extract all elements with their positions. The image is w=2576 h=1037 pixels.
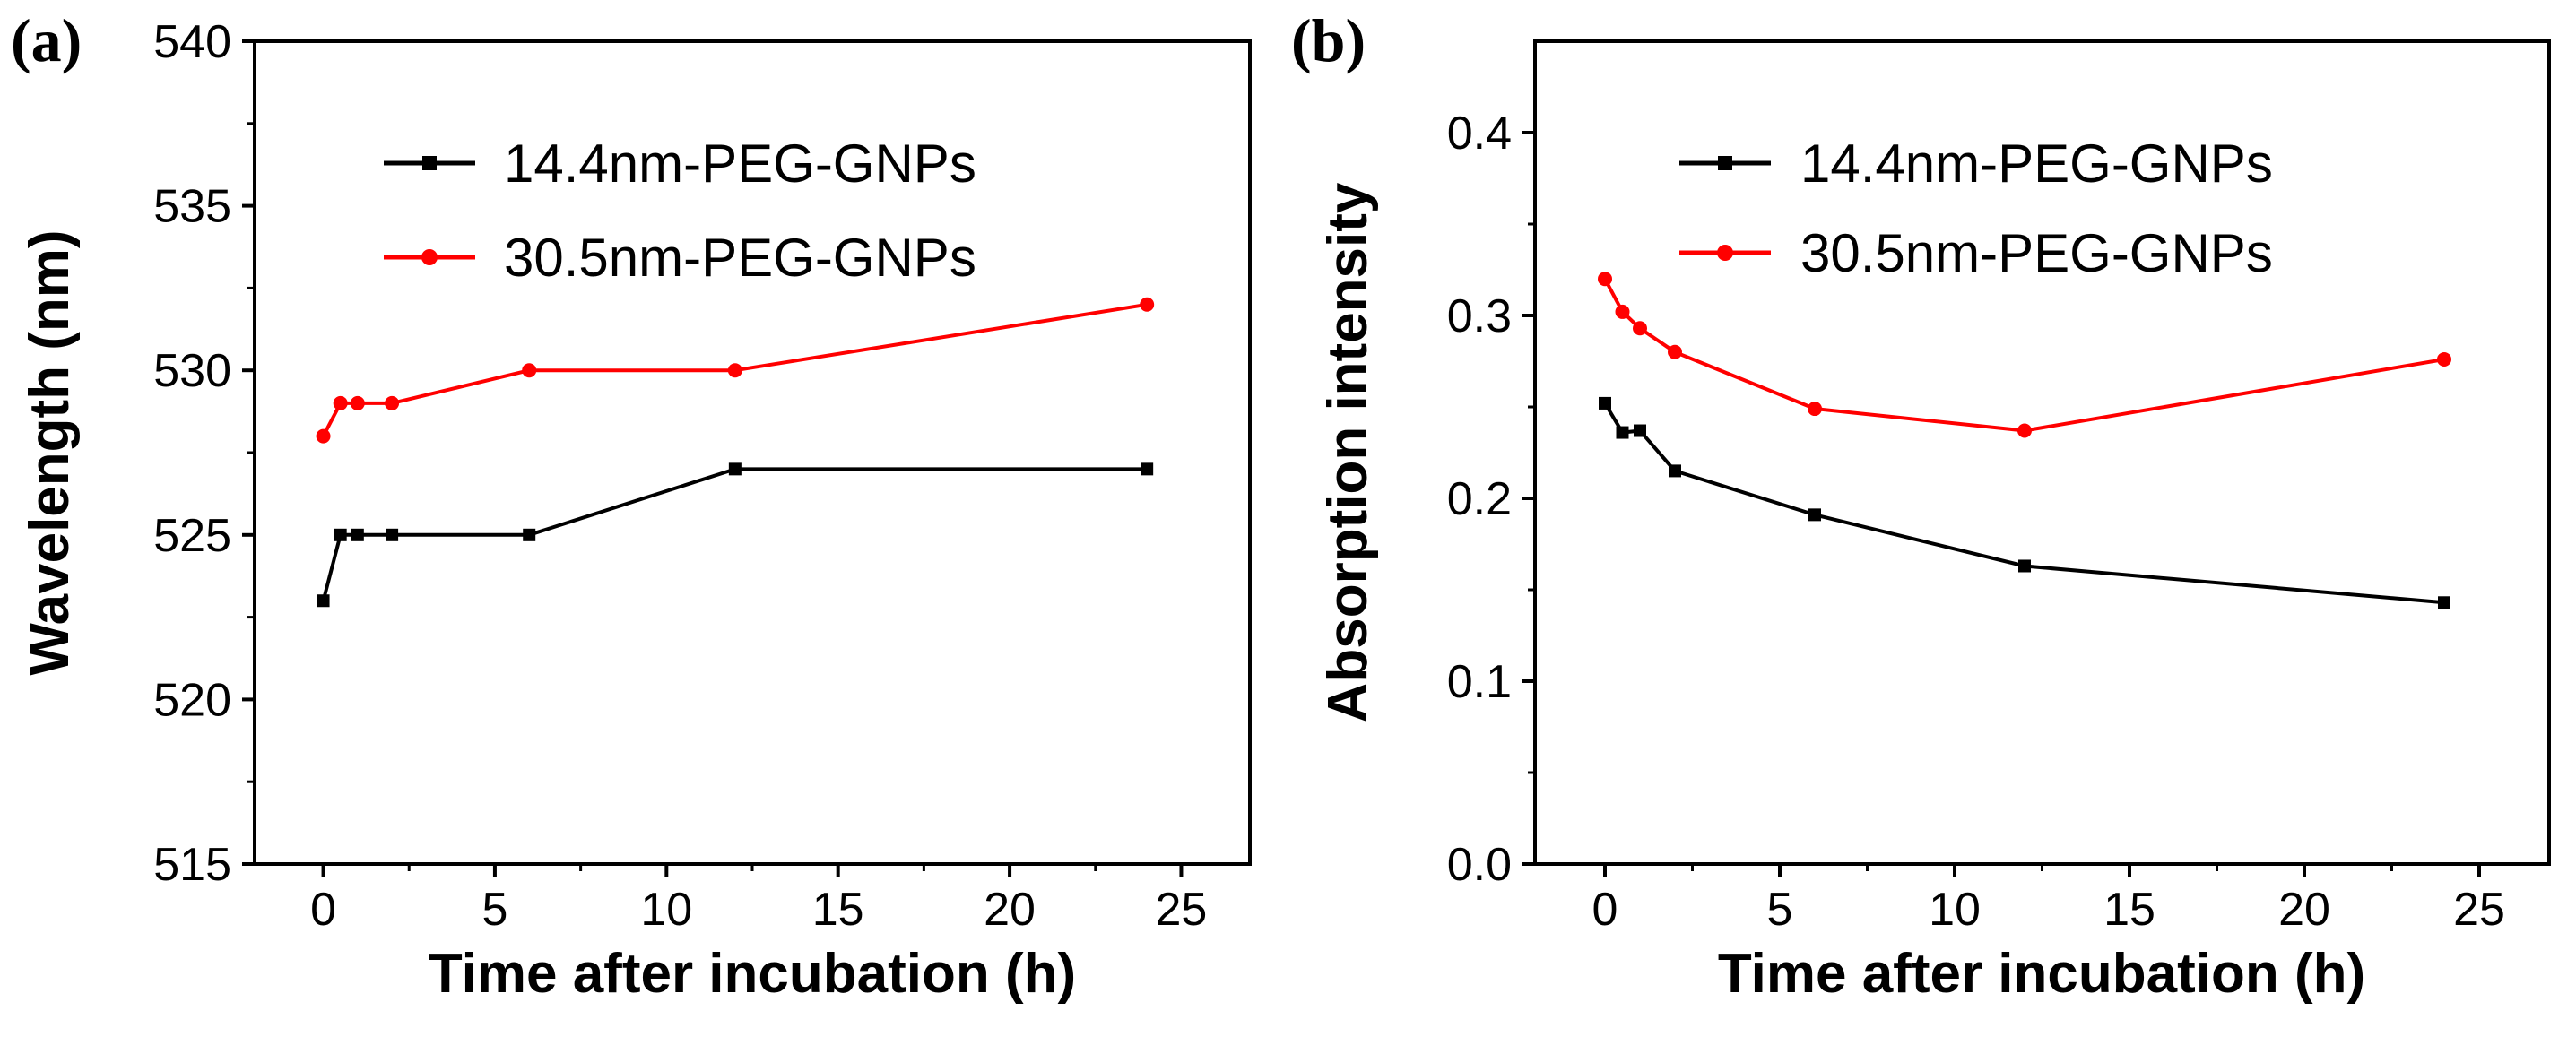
x-tick-label: 20 [984, 884, 1036, 936]
data-point-series-1 [1141, 462, 1154, 476]
data-point-series-1 [728, 462, 742, 476]
data-point-series-2 [1808, 402, 1822, 417]
y-axis-title: Wavelength (nm) [19, 229, 81, 675]
y-tick-label: 0.0 [1447, 839, 1512, 891]
x-tick-label: 10 [1929, 884, 1981, 936]
data-point-series-2 [316, 428, 331, 444]
x-axis-title: Time after incubation (h) [1718, 943, 2365, 1005]
x-tick-label: 5 [1767, 884, 1793, 936]
data-point-series-2 [2017, 423, 2032, 438]
y-tick-label: 0.3 [1447, 290, 1512, 342]
data-point-series-1 [1669, 464, 1681, 478]
data-point-series-2 [522, 363, 537, 378]
panel-b-chart: (b) 0 5 10 15 20 25 0.0 0.1 0.2 0.3 0.4 Time after i… [1291, 6, 2551, 1005]
y-tick-label: 540 [153, 16, 231, 68]
x-tick-label: 25 [2453, 884, 2505, 936]
data-point-series-2 [333, 395, 348, 410]
data-point-series-1 [386, 528, 399, 541]
y-tick-label: 0.1 [1447, 656, 1512, 708]
y-tick-label: 0.4 [1447, 108, 1512, 160]
data-point-series-1 [334, 528, 347, 541]
y-tick-label: 525 [153, 510, 231, 562]
x-axis-title: Time after incubation (h) [429, 943, 1076, 1005]
data-point-series-1 [2438, 596, 2450, 609]
x-tick-label: 20 [2278, 884, 2330, 936]
y-tick-label: 520 [153, 674, 231, 726]
x-tick-label: 15 [2103, 884, 2155, 936]
data-point-series-2 [1140, 297, 1155, 312]
data-point-series-2 [1633, 321, 1647, 336]
series-line-2 [1603, 278, 2445, 433]
legend-label-2: 30.5nm-PEG-GNPs [1800, 223, 2273, 283]
x-tick-label: 10 [640, 884, 692, 936]
x-tick-label: 25 [1156, 884, 1208, 936]
data-point-series-1 [1808, 508, 1821, 522]
panel-a-chart: (a) 0 5 10 15 20 25 515 520 525 530 535 540 Time afte… [11, 6, 1252, 1005]
data-point-series-2 [1598, 272, 1612, 287]
y-tick-label: 535 [153, 181, 231, 233]
legend-marker-2 [1717, 245, 1733, 261]
x-tick-label: 5 [481, 884, 507, 936]
x-tick-label: 0 [1592, 884, 1618, 936]
x-tick-label: 15 [812, 884, 864, 936]
data-point-series-2 [1615, 304, 1630, 319]
data-point-series-1 [523, 528, 536, 541]
legend-label-1: 14.4nm-PEG-GNPs [504, 134, 976, 194]
panel-label: (b) [1291, 6, 1366, 74]
panel-label: (a) [11, 6, 82, 74]
y-tick-label: 0.2 [1447, 473, 1512, 525]
data-point-series-1 [1599, 396, 1611, 410]
legend-marker-1 [422, 156, 437, 170]
data-point-series-2 [727, 363, 742, 378]
y-tick-label: 530 [153, 345, 231, 397]
data-point-series-2 [385, 395, 400, 410]
y-tick-label: 515 [153, 839, 231, 891]
series-line-1 [321, 467, 1148, 601]
data-point-series-1 [317, 594, 330, 608]
legend-label-2: 30.5nm-PEG-GNPs [504, 228, 976, 288]
legend-marker-2 [421, 249, 438, 265]
data-point-series-2 [350, 395, 365, 410]
data-point-series-1 [2018, 559, 2031, 573]
data-point-series-1 [1634, 424, 1646, 437]
legend-marker-1 [1718, 156, 1732, 170]
y-axis-title: Absorption intensity [1317, 182, 1379, 722]
data-point-series-2 [2437, 351, 2451, 367]
data-point-series-1 [1616, 426, 1629, 439]
x-tick-label: 0 [310, 884, 336, 936]
data-point-series-2 [1668, 344, 1682, 359]
data-point-series-1 [351, 528, 364, 541]
legend-label-1: 14.4nm-PEG-GNPs [1800, 134, 2273, 194]
